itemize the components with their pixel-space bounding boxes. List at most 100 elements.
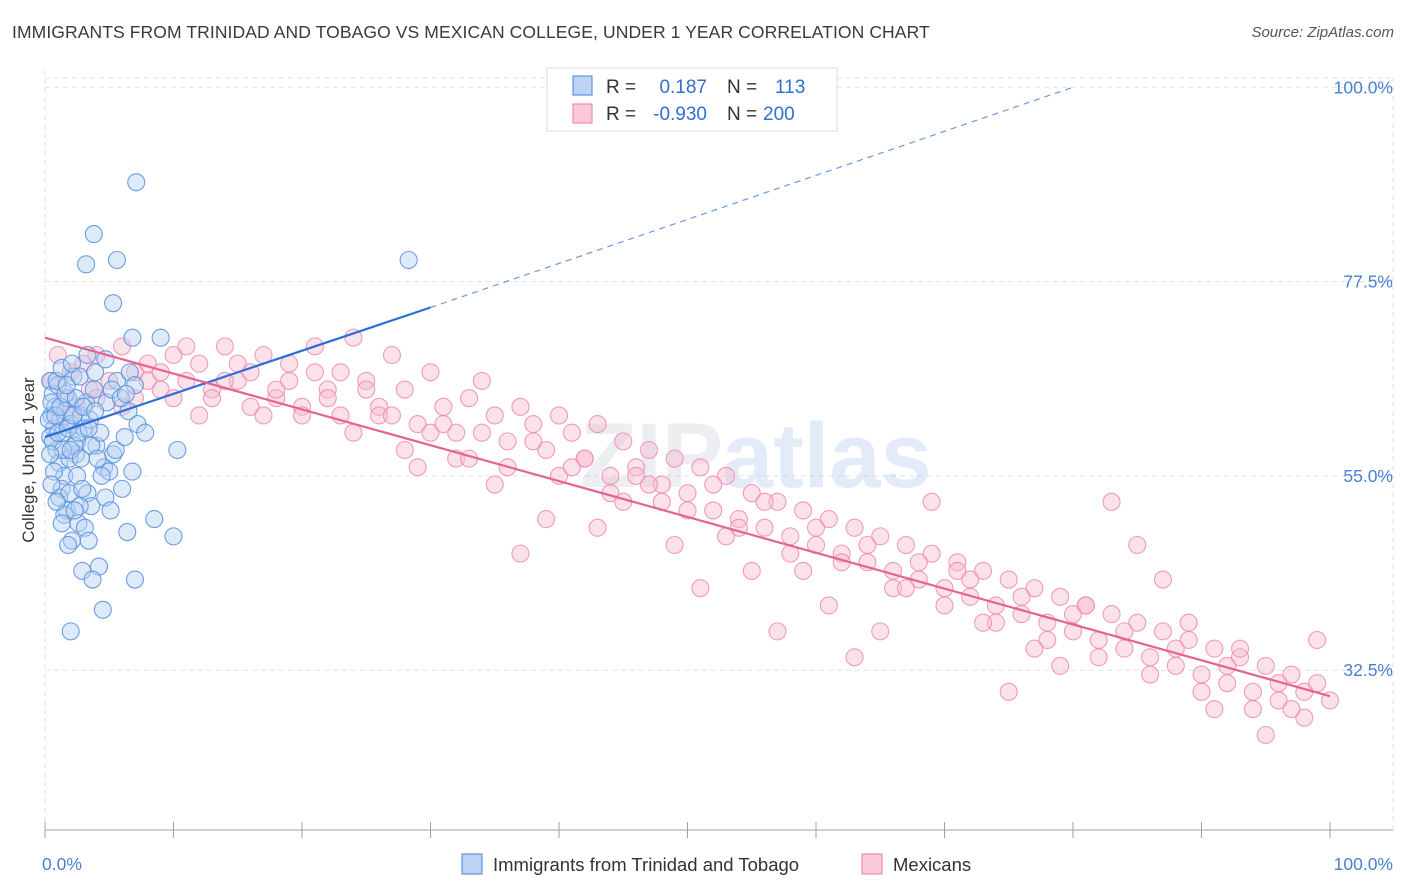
mexicans-point — [370, 406, 389, 425]
mexicans-point — [588, 415, 607, 434]
mexicans-point — [1012, 587, 1031, 606]
mexicans-point — [986, 613, 1005, 632]
mexicans-point — [935, 596, 954, 615]
mexicans-point — [871, 622, 890, 641]
mexicans-point — [408, 415, 427, 434]
legend-n-label-1: N = — [727, 77, 757, 98]
mexicans-point — [190, 406, 209, 425]
trinidad-point — [69, 423, 88, 442]
trinidad-point — [91, 423, 110, 442]
mexicans-point — [421, 363, 440, 382]
mexicans-point — [806, 518, 826, 537]
mexicans-point — [1308, 630, 1327, 650]
mexicans-point — [472, 423, 491, 442]
trinidad-point — [101, 501, 120, 520]
trinidad-point — [125, 570, 144, 589]
trinidad-point — [106, 440, 125, 460]
mexicans-point — [601, 466, 620, 485]
trinidad-point — [104, 294, 123, 313]
mexicans-point — [1218, 674, 1237, 693]
mexicans-point — [1282, 665, 1301, 684]
trinidad-point — [77, 255, 96, 274]
mexicans-point — [1038, 630, 1057, 650]
mexicans-point — [755, 518, 774, 537]
x-tick-label-1: 100.0% — [1334, 854, 1393, 874]
y-tick-labels: 32.5% 55.0% 77.5% 100.0% — [1334, 77, 1393, 680]
mexicans-point — [485, 475, 504, 494]
mexicans-point — [691, 458, 710, 477]
trinidad-point — [151, 328, 170, 347]
watermark: ZIP atlas — [580, 405, 932, 507]
mexicans-point — [1128, 613, 1147, 632]
mexicans-point — [280, 371, 299, 390]
mexicans-point — [1089, 648, 1108, 667]
mexicans-point — [588, 518, 607, 537]
mexicans-point — [1166, 656, 1185, 675]
trinidad-point — [145, 510, 164, 529]
mexicans-point — [639, 475, 659, 494]
mexicans-point — [395, 380, 414, 399]
mexicans-point — [1179, 613, 1198, 632]
mexicans-point — [524, 432, 543, 451]
mexicans-point — [267, 380, 286, 399]
mexicans-point — [1256, 725, 1275, 745]
mexicans-point — [665, 535, 684, 555]
mexicans-point — [344, 328, 363, 347]
bottom-legend-label-pink: Mexicans — [893, 854, 971, 875]
mexicans-point — [909, 553, 928, 572]
mexicans-point — [742, 484, 761, 503]
axes — [44, 70, 1393, 838]
mexicans-point — [1205, 639, 1224, 658]
trinidad-point — [84, 380, 103, 399]
mexicans-point — [562, 458, 581, 477]
mexicans-point — [794, 561, 813, 580]
trinidad-point — [73, 479, 92, 498]
mexicans-point — [973, 561, 993, 580]
legend-n-value-2: 200 — [763, 104, 795, 125]
mexicans-point — [1243, 682, 1262, 701]
mexicans-point — [305, 363, 324, 382]
mexicans-point — [819, 510, 838, 529]
trinidad-point — [107, 371, 127, 390]
mexicans-point — [665, 449, 684, 468]
mexicans-point — [1153, 570, 1172, 589]
mexicans-point — [1141, 648, 1160, 667]
mexicans-point — [434, 415, 453, 434]
legend-n-label-2: N = — [727, 104, 757, 125]
trinidad-trendline-extension — [430, 86, 1074, 309]
mexicans-point — [472, 371, 491, 390]
x-tick-label-0: 0.0% — [42, 854, 82, 874]
trinidad-point — [47, 492, 66, 511]
mexicans-point — [716, 466, 736, 485]
trinidad-point — [107, 250, 127, 270]
bottom-legend-label-blue: Immigrants from Trinidad and Tobago — [493, 854, 799, 875]
mexicans-point — [1256, 656, 1275, 675]
watermark-atlas: atlas — [722, 405, 932, 507]
mexicans-point — [1295, 708, 1314, 727]
x-tick-labels: 0.0% 100.0% — [42, 854, 1393, 874]
trinidad-point — [168, 440, 187, 460]
legend-swatch-pink — [572, 103, 593, 124]
mexicans-point — [1051, 656, 1070, 675]
mexicans-point — [434, 397, 453, 416]
chart-title: IMMIGRANTS FROM TRINIDAD AND TOBAGO VS M… — [12, 22, 930, 42]
mexicans-point — [922, 544, 941, 563]
y-tick-label-0: 32.5% — [1343, 660, 1393, 680]
mexicans-points — [42, 328, 1340, 745]
mexicans-point — [973, 613, 993, 632]
mexicans-point — [794, 501, 813, 520]
mexicans-point — [819, 596, 838, 615]
y-tick-label-3: 100.0% — [1334, 77, 1393, 97]
trinidad-point — [57, 376, 76, 395]
mexicans-point — [421, 423, 440, 442]
mexicans-point — [331, 363, 350, 382]
trinidad-point — [59, 535, 78, 555]
watermark-zip: ZIP — [580, 405, 723, 507]
mexicans-point — [447, 423, 466, 442]
trinidad-trendline — [44, 306, 431, 439]
mexicans-point — [961, 570, 980, 589]
mexicans-point — [164, 389, 183, 408]
mexicans-point — [459, 389, 479, 408]
mexicans-point — [999, 682, 1018, 701]
mexicans-point — [922, 492, 941, 511]
